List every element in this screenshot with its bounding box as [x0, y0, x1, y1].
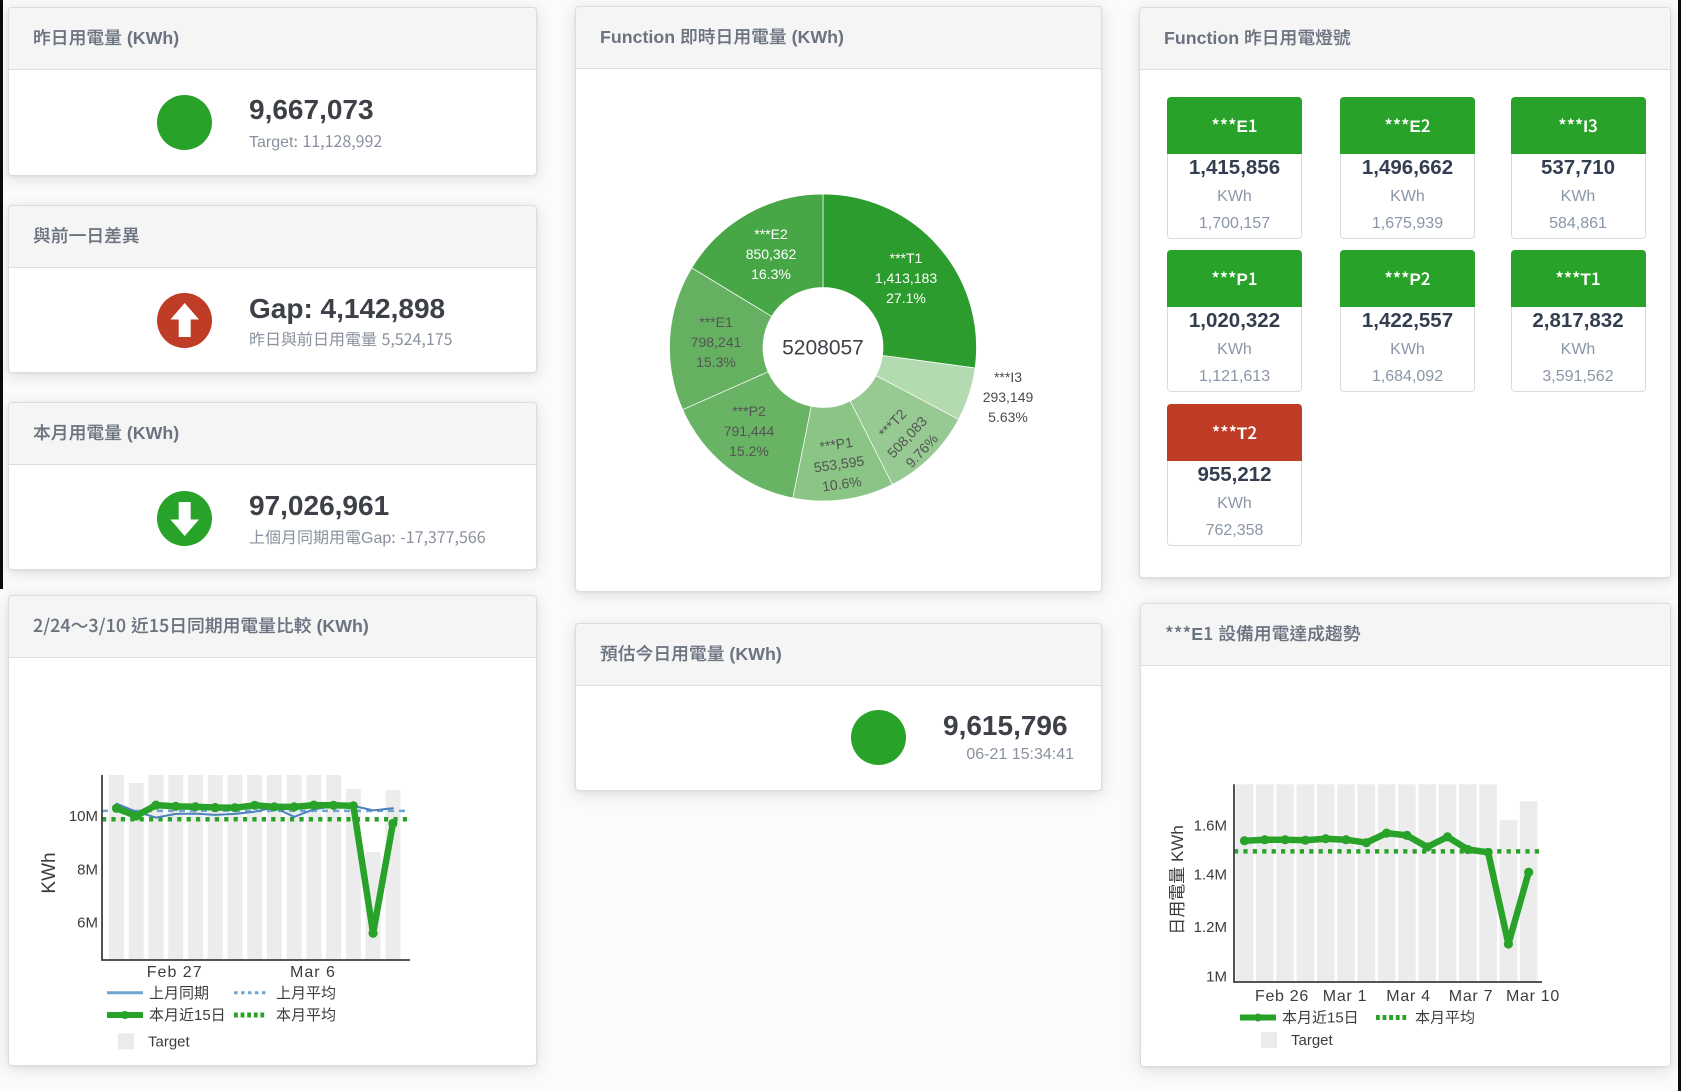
svg-text:15.3%: 15.3%: [696, 354, 736, 370]
svg-text:850,362: 850,362: [746, 246, 797, 262]
svg-text:15.2%: 15.2%: [729, 443, 769, 459]
svg-text:Mar 7: Mar 7: [1449, 988, 1493, 1005]
svg-text:Target: Target: [148, 1033, 191, 1050]
svg-text:1M: 1M: [1206, 969, 1227, 986]
svg-text:1.2M: 1.2M: [1194, 919, 1227, 936]
svg-text:Mar 4: Mar 4: [1386, 988, 1430, 1005]
svg-text:Target: Target: [1291, 1032, 1334, 1049]
svg-text:***T1: ***T1: [890, 250, 923, 266]
svg-text:553,595: 553,595: [813, 453, 866, 476]
svg-text:798,241: 798,241: [691, 334, 742, 350]
svg-text:Feb 27: Feb 27: [147, 964, 203, 981]
svg-text:上月同期: 上月同期: [149, 985, 209, 1002]
svg-text:本月平均: 本月平均: [276, 1007, 336, 1024]
svg-text:本月平均: 本月平均: [1415, 1010, 1475, 1027]
svg-text:***E2: ***E2: [754, 226, 788, 242]
svg-text:Feb 26: Feb 26: [1255, 988, 1309, 1005]
svg-text:***E1: ***E1: [699, 314, 733, 330]
svg-text:10M: 10M: [69, 808, 98, 825]
svg-text:***P1: ***P1: [819, 434, 855, 455]
svg-text:Mar 6: Mar 6: [290, 964, 336, 981]
svg-text:本月近15日: 本月近15日: [1282, 1010, 1359, 1027]
svg-text:本月近15日: 本月近15日: [149, 1007, 226, 1024]
svg-text:Mar 1: Mar 1: [1323, 988, 1367, 1005]
svg-text:KWh: KWh: [39, 852, 60, 893]
svg-text:***I3: ***I3: [994, 369, 1022, 385]
svg-text:6M: 6M: [77, 915, 98, 932]
svg-text:5.63%: 5.63%: [988, 409, 1028, 425]
svg-text:日用電量 KWh: 日用電量 KWh: [1168, 825, 1187, 935]
svg-text:1.4M: 1.4M: [1194, 866, 1227, 883]
svg-text:8M: 8M: [77, 861, 98, 878]
svg-text:Mar 10: Mar 10: [1506, 988, 1560, 1005]
svg-text:***P2: ***P2: [732, 403, 766, 419]
svg-text:16.3%: 16.3%: [751, 266, 791, 282]
svg-text:上月平均: 上月平均: [276, 985, 336, 1002]
svg-text:293,149: 293,149: [983, 389, 1034, 405]
svg-text:1.6M: 1.6M: [1194, 817, 1227, 834]
svg-text:10.6%: 10.6%: [821, 473, 863, 494]
svg-text:791,444: 791,444: [724, 423, 775, 439]
svg-text:1,413,183: 1,413,183: [875, 270, 937, 286]
svg-text:5208057: 5208057: [782, 337, 864, 360]
svg-text:27.1%: 27.1%: [886, 290, 926, 306]
